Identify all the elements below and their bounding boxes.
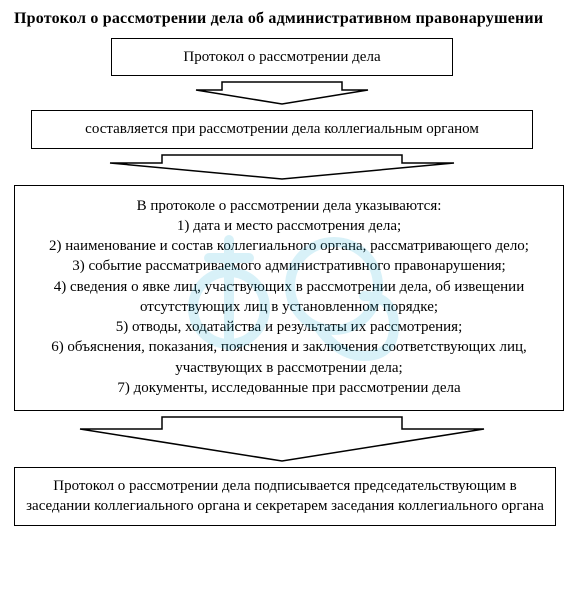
flow-node-3-item-6: 6) объяснения, показания, пояснения и за… (29, 337, 549, 378)
arrow-down-icon (192, 80, 372, 106)
flow-node-3-item-7: 7) документы, исследованные при рассмотр… (29, 378, 549, 398)
arrow-down-icon (102, 153, 462, 181)
flow-node-3-intro: В протоколе о рассмотрении дела указываю… (137, 198, 442, 214)
flow-node-3-item-3: 3) событие рассматриваемого администрати… (29, 256, 549, 276)
flow-node-3: В протоколе о рассмотрении дела указываю… (14, 185, 564, 412)
flow-node-3-item-4: 4) сведения о явке лиц, участвующих в ра… (29, 277, 549, 318)
flow-node-3-item-2: 2) наименование и состав коллегиального … (29, 236, 549, 256)
flow-node-2-text: составляется при рассмотрении дела колле… (85, 121, 479, 137)
flow-arrow-3 (14, 415, 550, 463)
flow-node-3-item-5: 5) отводы, ходатайства и результаты их р… (29, 317, 549, 337)
flow-node-1-text: Протокол о рассмотрении дела (183, 49, 380, 65)
flow-node-2: составляется при рассмотрении дела колле… (31, 110, 533, 148)
arrow-down-icon (72, 415, 492, 463)
diagram-title: Протокол о рассмотрении дела об админист… (14, 10, 550, 28)
flow-node-1: Протокол о рассмотрении дела (111, 38, 453, 76)
flow-node-3-item-1: 1) дата и место рассмотрения дела; (29, 216, 549, 236)
flow-node-4: Протокол о рассмотрении дела подписывает… (14, 467, 556, 526)
flow-arrow-1 (14, 80, 550, 106)
flow-node-4-text: Протокол о рассмотрении дела подписывает… (26, 478, 544, 514)
flow-arrow-2 (14, 153, 550, 181)
diagram-page: Протокол о рассмотрении дела об админист… (0, 0, 564, 600)
